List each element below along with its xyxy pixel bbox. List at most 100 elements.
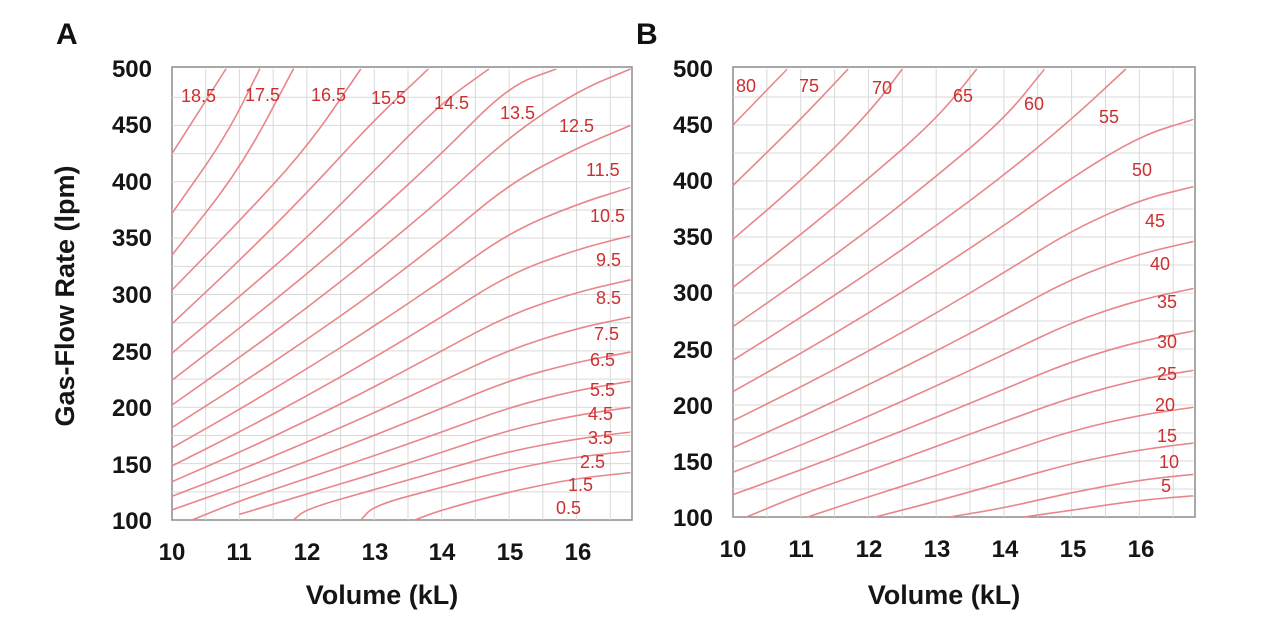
- contour-line-6.5: [171, 316, 632, 498]
- contour-line-80: [732, 68, 788, 126]
- panel-a-grid: [172, 69, 631, 520]
- contour-label: 30: [1157, 332, 1177, 352]
- contour-label: 14.5: [434, 93, 469, 113]
- panel-b-x-ticks: 10 11 12 13 14 15 16: [720, 536, 1155, 563]
- contour-line-15: [875, 442, 1195, 518]
- y-tick-label: 250: [673, 337, 713, 364]
- contour-label: 20: [1155, 395, 1175, 415]
- contour-label: 0.5: [556, 498, 581, 518]
- contour-line-5.5: [171, 351, 632, 511]
- panel-b-y-ticks: 100 150 200 250 300 350 400 450 500: [673, 56, 713, 532]
- contour-line-8.5: [171, 235, 632, 467]
- contour-line-0.5: [414, 471, 632, 521]
- contour-line-9.5: [171, 186, 632, 449]
- y-tick-label: 450: [112, 112, 152, 139]
- panel-b-contours: [732, 68, 1195, 518]
- contour-line-75: [732, 68, 849, 187]
- contour-line-10: [949, 473, 1194, 518]
- x-tick-label: 16: [1128, 536, 1155, 563]
- contour-line-50: [732, 118, 1194, 393]
- y-tick-label: 100: [112, 508, 152, 535]
- x-tick-label: 15: [497, 539, 524, 566]
- contour-line-11.5: [171, 68, 631, 406]
- contour-line-7.5: [171, 279, 631, 483]
- contour-line-65: [732, 68, 978, 289]
- contour-label: 8.5: [596, 288, 621, 308]
- contour-line-18.5: [171, 68, 227, 155]
- contour-line-30: [732, 330, 1195, 496]
- contour-label: 3.5: [588, 428, 613, 448]
- y-tick-label: 450: [673, 112, 713, 139]
- contour-label: 18.5: [181, 86, 216, 106]
- contour-label: 70: [872, 78, 892, 98]
- contour-label: 50: [1132, 160, 1152, 180]
- x-tick-label: 14: [992, 536, 1019, 563]
- contour-label: 60: [1024, 94, 1044, 114]
- contour-label: 13.5: [500, 103, 535, 123]
- contour-line-16.5: [171, 68, 295, 256]
- contour-label: 4.5: [588, 404, 613, 424]
- contour-label: 10.5: [590, 206, 625, 226]
- contour-line-25: [746, 369, 1195, 518]
- y-tick-label: 400: [673, 168, 713, 195]
- contour-line-17.5: [171, 68, 261, 214]
- y-tick-label: 150: [112, 452, 152, 479]
- y-tick-label: 200: [112, 395, 152, 422]
- x-tick-label: 15: [1060, 536, 1087, 563]
- y-tick-label: 200: [673, 393, 713, 420]
- y-tick-label: 500: [112, 56, 152, 83]
- contour-line-70: [732, 68, 904, 240]
- y-tick-label: 350: [673, 224, 713, 251]
- x-tick-label: 16: [565, 539, 592, 566]
- y-tick-label: 250: [112, 339, 152, 366]
- contour-label: 17.5: [245, 85, 280, 105]
- contour-label: 6.5: [590, 350, 615, 370]
- panel-a-contours: [171, 68, 632, 521]
- x-tick-label: 11: [788, 536, 813, 563]
- contour-line-1.5: [360, 450, 632, 521]
- x-tick-label: 13: [924, 536, 951, 563]
- contour-line-4.5: [191, 380, 631, 521]
- contour-label: 1.5: [568, 475, 593, 495]
- panel-b-contour-labels: 80 75 70 65 60 55 50 45 40 35 30 25 20 1…: [736, 76, 1179, 496]
- y-axis-title: Gas-Flow Rate (lpm): [50, 165, 80, 426]
- contour-line-5: [1024, 494, 1195, 518]
- contour-label: 5: [1161, 476, 1171, 496]
- contour-line-10.5: [171, 124, 632, 429]
- panel-a-x-ticks: 10 11 12 13 14 15 16: [159, 539, 592, 566]
- x-tick-label: 14: [429, 539, 456, 566]
- contour-label: 15: [1157, 426, 1177, 446]
- y-tick-label: 300: [673, 280, 713, 307]
- contour-label: 75: [799, 76, 819, 96]
- contour-line-14.5: [171, 68, 430, 325]
- x-tick-label: 12: [294, 539, 321, 566]
- panel-a-y-ticks: 100 150 200 250 300 350 400 450 500: [112, 56, 152, 535]
- contour-label: 25: [1157, 364, 1177, 384]
- contour-line-12.5: [171, 68, 558, 381]
- contour-line-3.5: [239, 406, 631, 516]
- panel-b-x-axis-title: Volume (kL): [868, 580, 1021, 610]
- panel-a-contour-labels: 18.5 17.5 16.5 15.5 14.5 13.5 12.5 11.5 …: [181, 85, 625, 518]
- contour-label: 11.5: [586, 160, 620, 180]
- y-tick-label: 150: [673, 449, 713, 476]
- contour-label: 16.5: [311, 85, 346, 105]
- panel-b: B 80 75 70 65 60 55 50 45 40 35 30 25 20…: [636, 18, 1196, 610]
- x-tick-label: 12: [856, 536, 883, 563]
- contour-label: 80: [736, 76, 756, 96]
- y-tick-label: 400: [112, 169, 152, 196]
- y-tick-label: 100: [673, 505, 713, 532]
- contour-line-2.5: [292, 431, 632, 521]
- x-tick-label: 10: [720, 536, 747, 563]
- x-tick-label: 11: [226, 539, 251, 566]
- y-tick-label: 300: [112, 282, 152, 309]
- contour-label: 65: [953, 86, 973, 106]
- contour-label: 10: [1159, 452, 1179, 472]
- contour-label: 55: [1099, 107, 1119, 127]
- contour-label: 5.5: [590, 380, 615, 400]
- y-tick-label: 500: [673, 56, 713, 83]
- panel-a: A 18.5 17.5 16.5 15.5 14.5 13.5 12.5 11.…: [50, 18, 633, 610]
- contour-line-15.5: [171, 68, 362, 291]
- panel-a-label: A: [56, 18, 78, 51]
- contour-line-60: [732, 68, 1046, 328]
